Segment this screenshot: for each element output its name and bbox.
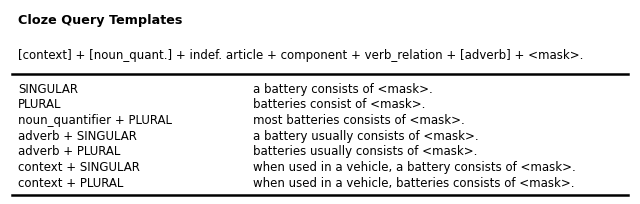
Text: batteries consist of <mask>.: batteries consist of <mask>. <box>253 98 425 111</box>
Text: context + PLURAL: context + PLURAL <box>18 177 124 190</box>
Text: context + SINGULAR: context + SINGULAR <box>18 161 140 174</box>
Text: [context] + [noun_quant.] + indef. article + component + verb_relation + [adverb: [context] + [noun_quant.] + indef. artic… <box>18 49 583 62</box>
Text: adverb + SINGULAR: adverb + SINGULAR <box>18 130 137 143</box>
Text: noun_quantifier + PLURAL: noun_quantifier + PLURAL <box>18 114 172 127</box>
Text: when used in a vehicle, batteries consists of <mask>.: when used in a vehicle, batteries consis… <box>253 177 574 190</box>
Text: SINGULAR: SINGULAR <box>18 83 78 96</box>
Text: PLURAL: PLURAL <box>18 98 61 111</box>
Text: adverb + PLURAL: adverb + PLURAL <box>18 145 120 159</box>
Text: batteries usually consists of <mask>.: batteries usually consists of <mask>. <box>253 145 477 159</box>
Text: when used in a vehicle, a battery consists of <mask>.: when used in a vehicle, a battery consis… <box>253 161 575 174</box>
Text: a battery usually consists of <mask>.: a battery usually consists of <mask>. <box>253 130 479 143</box>
Text: Cloze Query Templates: Cloze Query Templates <box>18 14 182 27</box>
Text: most batteries consists of <mask>.: most batteries consists of <mask>. <box>253 114 465 127</box>
Text: a battery consists of <mask>.: a battery consists of <mask>. <box>253 83 433 96</box>
